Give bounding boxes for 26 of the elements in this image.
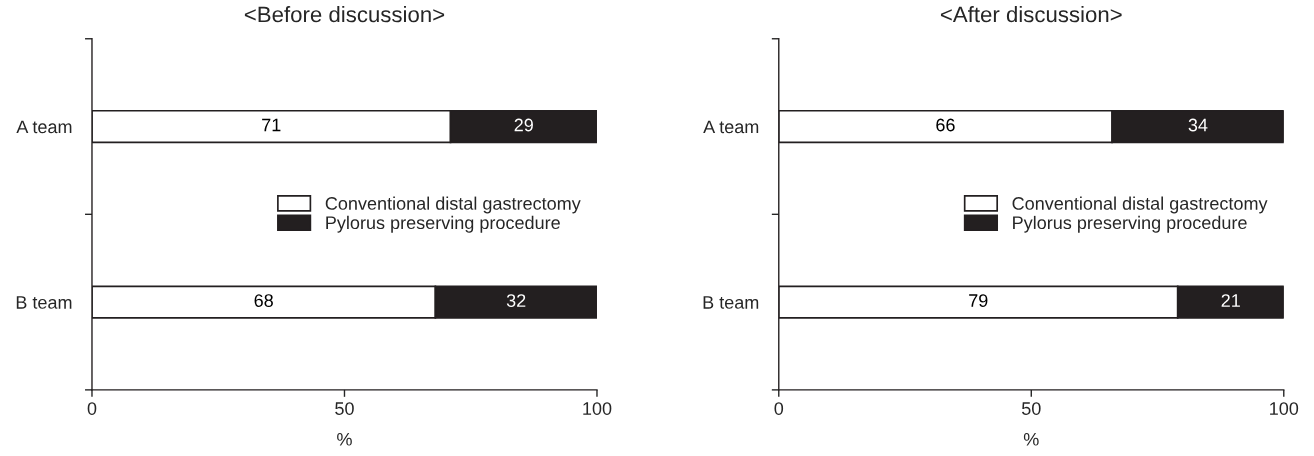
legend-label: Conventional distal gastrectomy	[1012, 196, 1268, 214]
x-tick-label: 100	[1270, 402, 1299, 415]
x-tick-label: 100	[583, 402, 612, 415]
x-axis-title: %	[1023, 432, 1039, 446]
data-label: 68	[254, 294, 273, 307]
data-label: 32	[506, 294, 526, 307]
x-tick-label: 50	[1021, 402, 1041, 415]
y-tick-label: A team	[16, 120, 72, 134]
legend-label: Pylorus preserving procedure	[326, 215, 560, 233]
x-tick-label: 50	[335, 402, 354, 415]
x-tick-label: 0	[774, 402, 784, 415]
data-label: 79	[969, 294, 988, 307]
y-tick-label: B team	[703, 296, 759, 309]
y-tick-label: B team	[16, 296, 72, 309]
legend-label: Conventional distal gastrectomy	[325, 196, 581, 214]
data-label: 71	[262, 118, 281, 132]
data-label: 66	[936, 118, 955, 132]
x-tick-label: 0	[87, 402, 97, 415]
data-label: 21	[1221, 294, 1240, 307]
x-axis-title: %	[337, 432, 352, 446]
legend-label: Pylorus preserving procedure	[1013, 215, 1247, 233]
data-label: 34	[1188, 118, 1208, 132]
chart-title: <Before discussion>	[244, 5, 445, 23]
data-label: 29	[514, 118, 533, 132]
y-tick-label: A team	[703, 120, 759, 134]
chart-title: <After discussion>	[940, 5, 1122, 23]
